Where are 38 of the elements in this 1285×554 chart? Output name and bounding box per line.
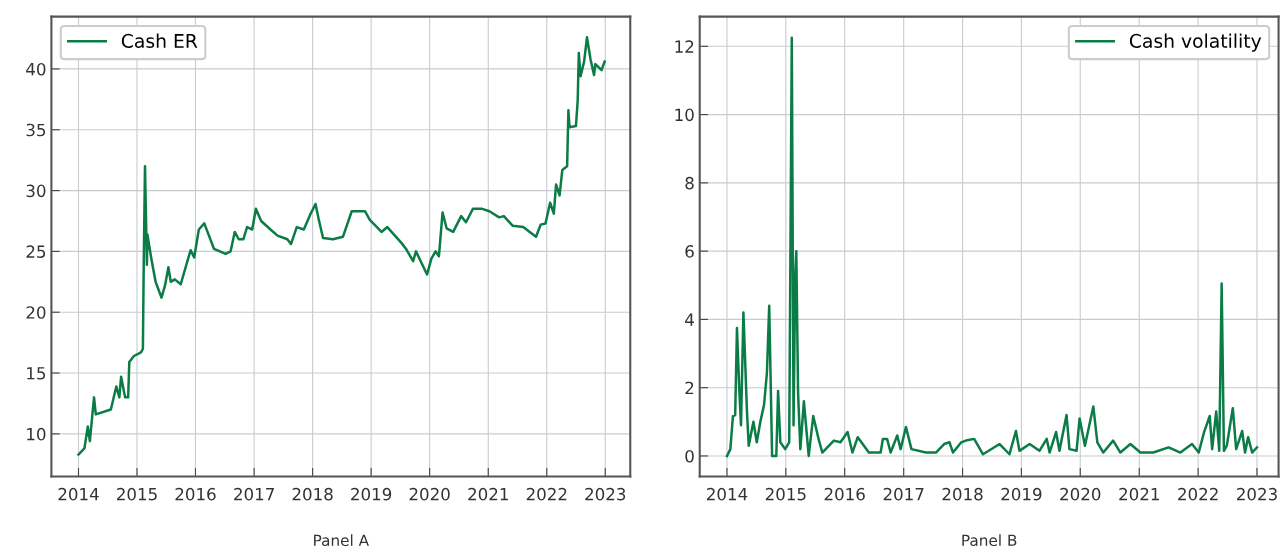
x-tick-label: 2020 xyxy=(1060,487,1101,501)
x-tick-label: 2020 xyxy=(409,487,450,501)
y-tick-label: 35 xyxy=(26,123,46,137)
x-tick-label: 2023 xyxy=(585,487,626,501)
x-tick-label: 2023 xyxy=(1236,487,1277,501)
y-tick-label: 6 xyxy=(685,245,694,258)
y-tick-label: 20 xyxy=(26,306,46,319)
y-tick-label: 40 xyxy=(26,62,46,76)
x-tick-label: 2016 xyxy=(175,487,216,501)
y-tick-label: 10 xyxy=(675,108,694,122)
x-tick-label: 2019 xyxy=(351,487,392,501)
x-tick-label: 2018 xyxy=(292,487,333,501)
x-tick-label: 2014 xyxy=(58,487,99,501)
y-tick-label: 15 xyxy=(27,367,46,380)
y-tick-label: 2 xyxy=(685,381,694,395)
x-tick-label: 2017 xyxy=(883,487,924,501)
x-tick-label: 2017 xyxy=(234,487,274,501)
y-tick-label: 25 xyxy=(26,245,46,258)
x-axis-title: Panel A xyxy=(314,534,369,547)
x-tick-label: 2019 xyxy=(1001,487,1042,501)
x-axis-title: Panel B xyxy=(962,534,1017,547)
x-tick-label: 2018 xyxy=(942,487,983,501)
y-tick-label: 10 xyxy=(27,427,46,441)
x-tick-label: 2016 xyxy=(824,487,865,501)
y-tick-label: 8 xyxy=(685,176,694,190)
y-tick-label: 30 xyxy=(26,184,46,198)
x-tick-label: 2014 xyxy=(706,487,748,501)
legend-label: Cash ER xyxy=(121,33,198,49)
x-tick-label: 2015 xyxy=(116,487,157,501)
x-tick-label: 2022 xyxy=(1178,487,1218,501)
legend-label: Cash volatility xyxy=(1129,33,1262,52)
y-tick-label: 0 xyxy=(685,449,694,463)
y-tick-label: 4 xyxy=(685,313,694,326)
x-tick-label: 2022 xyxy=(526,487,567,501)
x-tick-label: 2015 xyxy=(765,487,806,501)
x-tick-label: 2021 xyxy=(468,487,508,501)
y-tick-label: 12 xyxy=(675,40,694,53)
x-tick-label: 2021 xyxy=(1119,487,1159,501)
